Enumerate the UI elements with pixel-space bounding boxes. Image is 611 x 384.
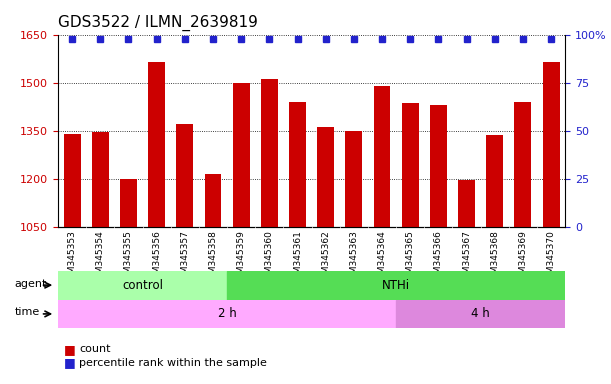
Text: 2 h: 2 h bbox=[218, 308, 236, 320]
Bar bbox=[227, 271, 565, 300]
Text: ■: ■ bbox=[64, 343, 76, 356]
Text: GSM345356: GSM345356 bbox=[152, 230, 161, 285]
Bar bbox=[120, 179, 137, 227]
Bar bbox=[58, 271, 227, 300]
Bar bbox=[514, 102, 532, 227]
Text: GSM345362: GSM345362 bbox=[321, 230, 330, 285]
Bar bbox=[289, 102, 306, 227]
Bar bbox=[396, 300, 565, 328]
Text: GSM345354: GSM345354 bbox=[96, 230, 105, 285]
Text: GSM345357: GSM345357 bbox=[180, 230, 189, 285]
Text: GSM345369: GSM345369 bbox=[518, 230, 527, 285]
Text: count: count bbox=[79, 344, 111, 354]
Text: NTHi: NTHi bbox=[382, 279, 410, 291]
Text: 4 h: 4 h bbox=[471, 308, 490, 320]
Text: agent: agent bbox=[15, 279, 47, 289]
Bar bbox=[233, 83, 250, 227]
Bar bbox=[148, 62, 165, 227]
Bar bbox=[430, 105, 447, 227]
Text: GSM345366: GSM345366 bbox=[434, 230, 443, 285]
Bar bbox=[458, 180, 475, 227]
Text: GSM345358: GSM345358 bbox=[208, 230, 218, 285]
Bar bbox=[58, 300, 396, 328]
Bar bbox=[64, 134, 81, 227]
Text: control: control bbox=[122, 279, 163, 291]
Text: GSM345365: GSM345365 bbox=[406, 230, 415, 285]
Bar bbox=[486, 136, 503, 227]
Bar bbox=[92, 132, 109, 227]
Text: GSM345368: GSM345368 bbox=[490, 230, 499, 285]
Bar bbox=[261, 79, 278, 227]
Text: GSM345361: GSM345361 bbox=[293, 230, 302, 285]
Text: GSM345370: GSM345370 bbox=[547, 230, 555, 285]
Text: GSM345363: GSM345363 bbox=[349, 230, 359, 285]
Text: GSM345355: GSM345355 bbox=[124, 230, 133, 285]
Text: GSM345353: GSM345353 bbox=[68, 230, 76, 285]
Bar bbox=[543, 62, 560, 227]
Bar bbox=[177, 124, 193, 227]
Bar bbox=[317, 127, 334, 227]
Bar bbox=[402, 103, 419, 227]
Text: time: time bbox=[15, 308, 40, 318]
Bar bbox=[345, 131, 362, 227]
Text: percentile rank within the sample: percentile rank within the sample bbox=[79, 358, 267, 368]
Bar bbox=[373, 86, 390, 227]
Text: GSM345364: GSM345364 bbox=[378, 230, 387, 285]
Text: GSM345367: GSM345367 bbox=[462, 230, 471, 285]
Text: GDS3522 / ILMN_2639819: GDS3522 / ILMN_2639819 bbox=[58, 15, 258, 31]
Text: GSM345360: GSM345360 bbox=[265, 230, 274, 285]
Bar bbox=[205, 174, 221, 227]
Text: GSM345359: GSM345359 bbox=[236, 230, 246, 285]
Text: ■: ■ bbox=[64, 356, 76, 369]
